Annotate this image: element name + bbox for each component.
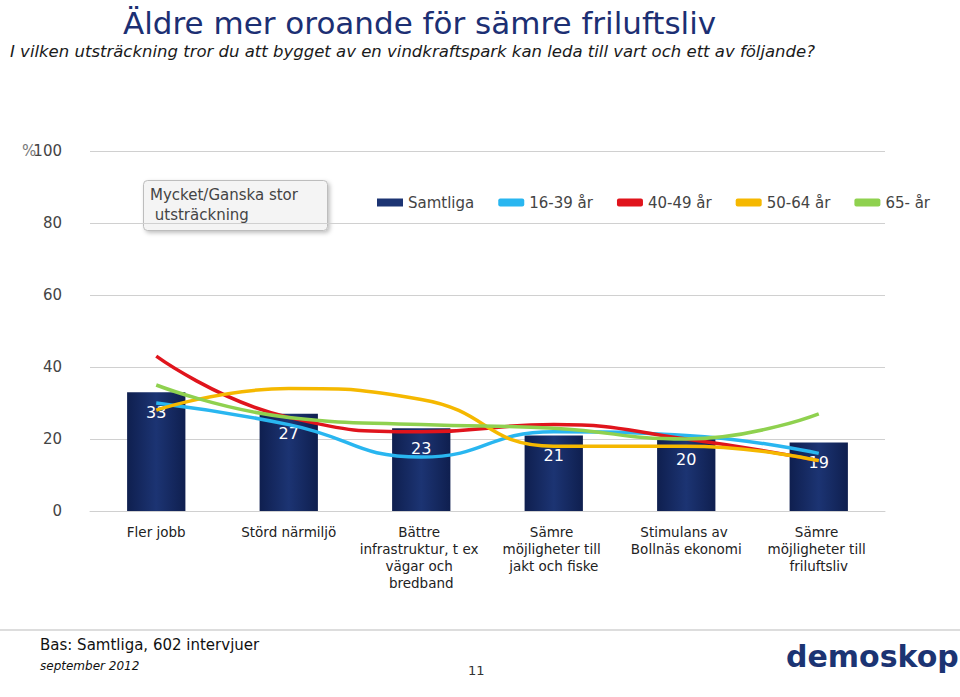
- svg-text:40-49 år: 40-49 år: [648, 194, 713, 212]
- svg-text:möjligheter till: möjligheter till: [768, 541, 870, 557]
- svg-text:Fler jobb: Fler jobb: [127, 524, 186, 540]
- svg-text:Störd närmiljö: Störd närmiljö: [241, 524, 336, 540]
- svg-text:Sämre: Sämre: [530, 524, 578, 540]
- svg-text:23: 23: [411, 439, 431, 458]
- svg-text:jakt och fiske: jakt och fiske: [508, 558, 598, 574]
- svg-text:I vilken utsträckning tror du: I vilken utsträckning tror du att bygget…: [10, 42, 815, 61]
- svg-text:27: 27: [278, 424, 299, 444]
- svg-text:Bollnäs ekonomi: Bollnäs ekonomi: [631, 541, 742, 557]
- svg-text:0: 0: [52, 502, 62, 520]
- svg-text:100: 100: [33, 142, 62, 160]
- svg-text:20: 20: [676, 450, 696, 469]
- svg-text:80: 80: [43, 214, 62, 232]
- svg-text:Samtliga: Samtliga: [408, 194, 474, 212]
- svg-text:50-64 år: 50-64 år: [767, 194, 832, 212]
- svg-text:friluftsliv: friluftsliv: [789, 558, 848, 574]
- svg-text:bredband: bredband: [389, 575, 454, 591]
- svg-text:16-39 år: 16-39 år: [529, 194, 594, 212]
- svg-text:vägar och: vägar och: [386, 558, 457, 574]
- svg-text:demoskop: demoskop: [786, 639, 959, 674]
- svg-text:september 2012: september 2012: [40, 659, 139, 673]
- svg-text:33: 33: [146, 402, 167, 422]
- svg-text:21: 21: [544, 446, 564, 465]
- svg-text:19: 19: [809, 453, 829, 472]
- svg-text:Bättre: Bättre: [398, 524, 444, 540]
- svg-text:Mycket/Ganska stor: Mycket/Ganska stor: [150, 186, 299, 204]
- svg-text:Stimulans av: Stimulans av: [640, 524, 732, 540]
- svg-text:infrastruktur, t ex: infrastruktur, t ex: [360, 541, 483, 557]
- svg-text:65- år: 65- år: [885, 194, 930, 212]
- svg-text:möjligheter till: möjligheter till: [503, 541, 605, 557]
- svg-text:utsträckning: utsträckning: [150, 206, 249, 224]
- svg-text:Sämre: Sämre: [795, 524, 843, 540]
- svg-text:20: 20: [43, 430, 62, 448]
- svg-text:Bas: Samtliga, 602 intervjuer: Bas: Samtliga, 602 intervjuer: [40, 636, 260, 654]
- svg-text:11: 11: [468, 663, 485, 678]
- svg-text:Äldre mer oroande för sämre fr: Äldre mer oroande för sämre friluftsliv: [123, 5, 716, 41]
- svg-text:40: 40: [43, 358, 62, 376]
- svg-text:60: 60: [43, 286, 62, 304]
